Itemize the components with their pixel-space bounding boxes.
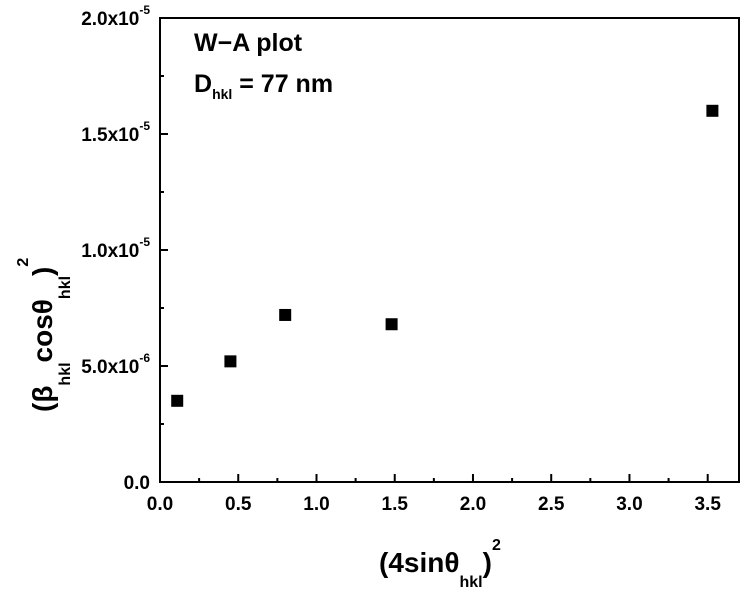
y-axis-title-close: )	[27, 267, 58, 276]
y-axis-title-open: (β	[27, 386, 58, 412]
x-tick-label: 3.0	[616, 494, 642, 515]
x-tick-label: 1.0	[303, 494, 329, 515]
y-tick-exponent: -5	[139, 235, 150, 249]
y-axis-ticks: 0.05.0x10-61.0x10-51.5x10-52.0x10-5	[81, 3, 168, 494]
x-axis-title-superscript: 2	[492, 537, 501, 554]
y-tick-mantissa: 2.0x10	[81, 9, 139, 30]
y-axis-title-subscript-1: hkl	[57, 362, 74, 385]
y-tick-label: 2.0x10-5	[81, 3, 150, 30]
y-axis-title-group: (βhklcosθhkl)2	[15, 258, 74, 412]
y-axis-title-cos: cosθ	[27, 299, 58, 362]
x-tick-label: 2.5	[538, 494, 565, 515]
annotation-wa-plot: W−A plot	[194, 29, 303, 57]
y-tick-mantissa: 5.0x10	[81, 357, 139, 378]
y-tick-label: 0.0	[124, 473, 150, 494]
x-tick-label: 3.5	[694, 494, 721, 515]
annotation-crystallite-size: Dhkl = 77 nm	[194, 70, 333, 102]
data-point-marker	[706, 104, 719, 117]
data-points	[171, 104, 719, 407]
x-axis-title-subscript: hkl	[460, 574, 483, 591]
annotation-d-symbol: D	[194, 70, 212, 98]
y-tick-label: 5.0x10-6	[81, 351, 150, 378]
data-point-marker	[279, 308, 292, 321]
y-tick-mantissa: 1.5x10	[81, 125, 139, 146]
y-axis-title-subscript-2: hkl	[57, 276, 74, 299]
x-axis-title: (4sinθhkl)2	[379, 537, 501, 591]
x-tick-label: 0.5	[225, 494, 252, 515]
x-axis-title-close: )	[483, 547, 492, 578]
annotation-d-subscript: hkl	[212, 86, 232, 102]
x-axis-title-main: (4sinθ	[379, 547, 460, 578]
y-tick-mantissa: 0.0	[124, 473, 150, 494]
x-tick-label: 0.0	[147, 494, 173, 515]
y-tick-mantissa: 1.0x10	[81, 241, 139, 262]
x-tick-label: 1.5	[382, 494, 409, 515]
x-tick-label: 2.0	[460, 494, 486, 515]
y-axis-title: (βhklcosθhkl)2	[15, 258, 74, 412]
y-tick-label: 1.0x10-5	[81, 235, 150, 262]
data-point-marker	[224, 355, 237, 368]
y-tick-exponent: -5	[139, 3, 150, 17]
annotation-d-value: = 77 nm	[232, 70, 333, 98]
y-tick-exponent: -5	[139, 119, 150, 133]
y-tick-label: 1.5x10-5	[81, 119, 150, 146]
y-axis-title-superscript: 2	[15, 258, 32, 267]
data-point-marker	[385, 318, 398, 331]
data-point-marker	[171, 394, 184, 407]
y-tick-exponent: -6	[139, 351, 150, 365]
x-axis-ticks: 0.0 0.5 1.0 1.5 2.0 2.5 3.0 3.5	[147, 474, 721, 515]
